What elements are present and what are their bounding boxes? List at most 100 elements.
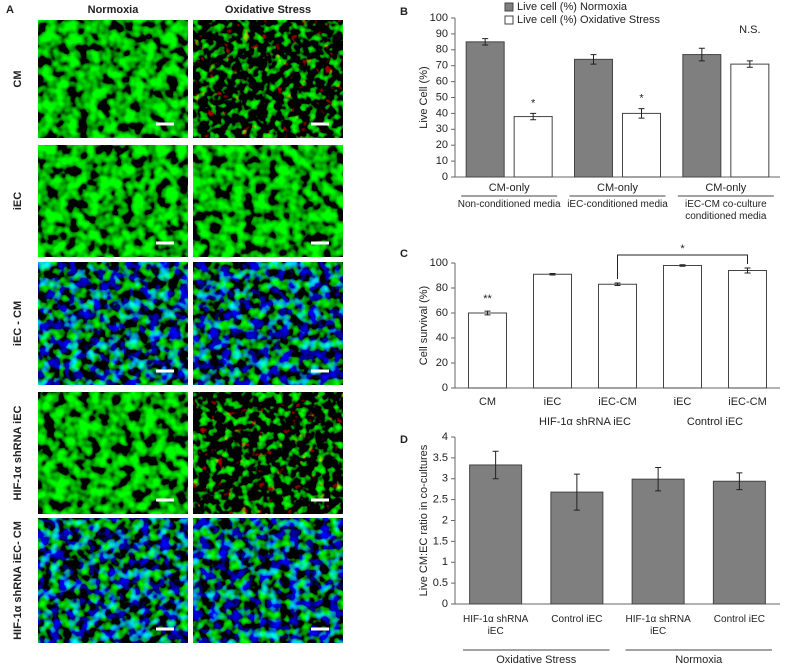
row-label: HIF-1α shRNA iEC [12,405,24,500]
bar [550,491,604,605]
y-tick-label: 40 [436,332,448,344]
y-tick-label: 50 [436,91,448,103]
y-tick-label: 0 [442,598,448,610]
annotation: * [639,93,644,105]
x-tick-label-box: HIF-1α shRNA iEC [463,614,529,637]
column-header: Oxidative Stress [225,4,311,16]
bar [631,478,685,605]
y-axis-label: Live CM:EC ratio in co-cultures [418,444,430,596]
x-tick-label: iEC [544,396,562,408]
x-tick-label-box: Non-conditioned media [457,199,561,210]
bar [730,63,770,178]
panel-letter: A [6,4,14,16]
y-tick-label: 10 [436,155,448,167]
error-bar [484,310,491,316]
y-tick-label: 100 [430,12,448,24]
bar [728,270,767,389]
annotation: * [531,97,536,109]
micrograph [38,262,188,385]
annotation: * [680,243,685,255]
x-tick-label: Non-conditioned media [457,199,561,210]
legend-label: Live cell (%) Normoxia [517,1,628,13]
y-tick-label: 20 [436,357,448,369]
y-tick-label: 40 [436,107,448,119]
bar [465,41,505,178]
y-tick-label: 30 [436,123,448,135]
legend-swatch [504,2,514,12]
y-tick-label: 80 [436,44,448,56]
bar [663,265,702,389]
bar [598,283,637,389]
bar [574,58,613,178]
y-tick-label: 60 [436,307,448,319]
legend-swatch [504,15,514,25]
error-bar [614,282,621,286]
bar [513,116,553,178]
x-tick-label: Control iEC [713,614,765,625]
bar [622,112,661,178]
x-tick-label: iEC-CM co-culture conditioned media [684,199,767,222]
micrograph [38,20,188,138]
error-bar [736,472,743,491]
x-tick-label-box: iEC-CM co-culture conditioned media [684,199,767,222]
group-label: Control iEC [687,416,743,428]
panel-letter: D [400,434,408,446]
bar [533,273,572,389]
group-label: Oxidative Stress [496,654,577,666]
row-label: iEC - CM [12,301,24,346]
panel-letter: C [400,248,408,260]
error-bar [744,267,751,274]
group-label: Normoxia [675,654,723,666]
micrograph [193,20,343,138]
y-tick-label: 3 [442,473,448,485]
category-header: CM-only [489,182,530,194]
row-label: iEC [12,192,24,210]
y-tick-label: 1 [442,556,448,568]
x-tick-label: CM [479,396,496,408]
y-tick-label: 0 [442,382,448,394]
y-tick-label: 0 [442,171,448,183]
bar [469,464,523,605]
group-label: HIF-1α shRNA iEC [539,416,631,428]
annotation: ** [483,293,492,305]
y-axis-label: Cell survival (%) [418,286,430,365]
y-tick-label: 1.5 [433,535,448,547]
category-header: CM-only [705,182,746,194]
column-header: Normoxia [88,4,140,16]
x-tick-label: Control iEC [551,614,603,625]
micrograph [38,145,188,257]
row-label: CM [12,70,24,87]
error-bar [492,450,499,480]
y-tick-label: 2.5 [433,494,448,506]
category-header: CM-only [597,182,638,194]
legend-label: Live cell (%) Oxidative Stress [517,14,661,26]
panel-letter: B [400,6,408,18]
error-bar [530,112,537,121]
micrograph [38,392,188,514]
y-tick-label: 70 [436,60,448,72]
error-bar [698,47,705,62]
y-tick-label: 90 [436,28,448,40]
y-tick-label: 3.5 [433,452,448,464]
y-tick-label: 2 [442,514,448,526]
error-bar [482,38,489,46]
annotation: N.S. [739,24,760,36]
bar [712,480,766,605]
error-bar [590,54,597,65]
micrograph [193,262,343,385]
bar [468,312,507,389]
x-tick-label-box: iEC-conditioned media [567,199,668,210]
x-tick-label-box: Control iEC [551,614,603,625]
x-tick-label: iEC [674,396,692,408]
row-label: HIF-1α shRNA iEC- CM [12,521,24,640]
y-axis-label: Live Cell (%) [418,66,430,128]
y-tick-label: 60 [436,76,448,88]
y-tick-label: 4 [442,431,448,443]
y-tick-label: 20 [436,139,448,151]
error-bar [549,273,556,276]
micrograph [38,518,188,643]
micrograph [193,392,343,514]
x-tick-label: HIF-1α shRNA iEC [463,614,529,637]
